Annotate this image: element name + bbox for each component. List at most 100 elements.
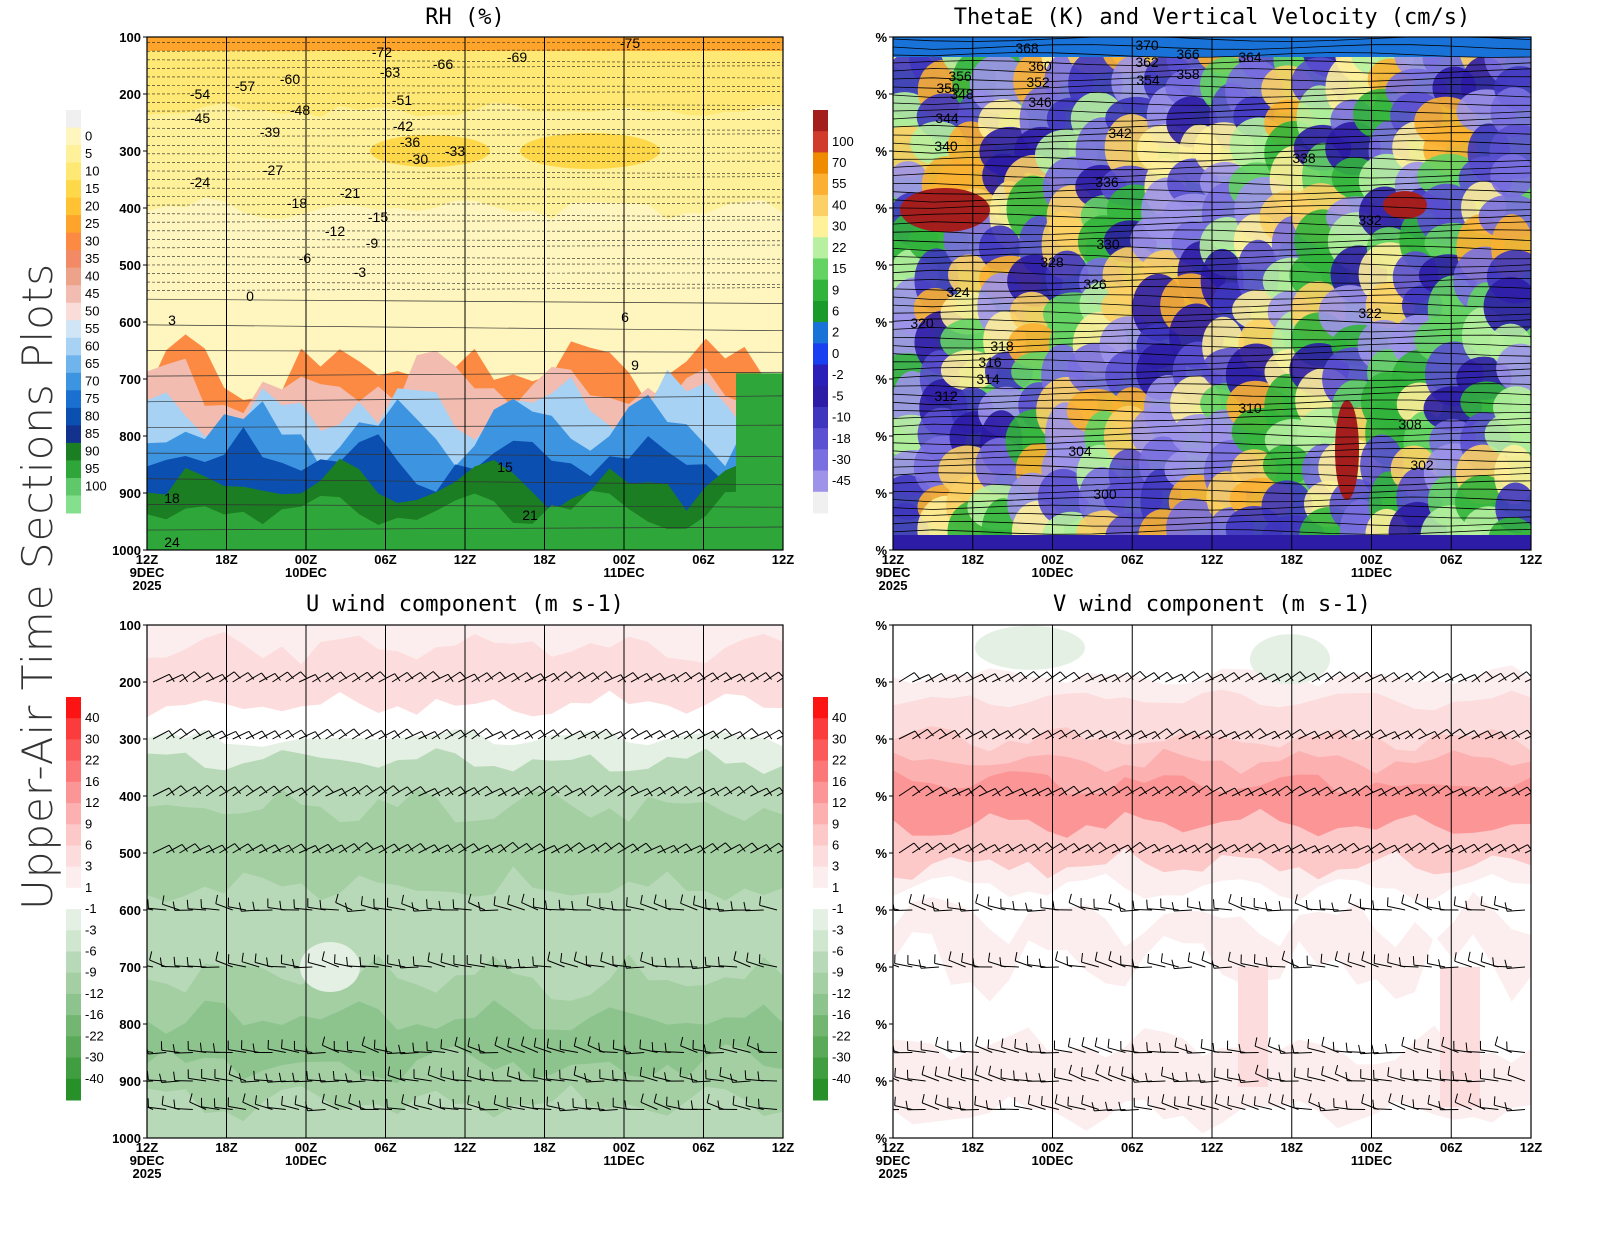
wind-barb-flag	[746, 1097, 747, 1106]
wind-barb-flag	[895, 1068, 896, 1077]
wind-barb-flag	[1308, 1068, 1309, 1077]
colorbar-label: 80	[85, 409, 99, 424]
colorbar-label: 1	[85, 880, 92, 895]
contour-label: -27	[263, 162, 283, 178]
wind-barb	[1134, 910, 1152, 911]
colorbar-label: -45	[832, 473, 851, 488]
wind-barb-flag	[374, 1040, 375, 1049]
contour-label: 300	[1093, 486, 1117, 502]
colorbar-label: -12	[85, 986, 104, 1001]
date-label: 11DEC	[1351, 565, 1393, 580]
colorbar-label: 6	[832, 837, 839, 852]
colorbar-label: 70	[85, 374, 99, 389]
contour-label: 368	[1015, 40, 1039, 56]
colorbar-label: -3	[832, 922, 844, 937]
wind-barb	[268, 966, 286, 967]
contour-label: -63	[380, 64, 400, 80]
time-tick-label: 06Z	[692, 1140, 714, 1155]
wind-barb-flag	[360, 1070, 361, 1079]
colorbar-label: 16	[832, 774, 846, 789]
wind-barb-flag	[759, 1099, 760, 1108]
contour-label: -45	[190, 110, 210, 126]
contour-label: -24	[190, 174, 210, 190]
colorbar-swatch	[66, 1015, 81, 1037]
wind-barb-flag	[1413, 956, 1414, 965]
colorbar-label: -30	[85, 1050, 104, 1065]
wind-barb-flag	[1294, 1068, 1295, 1077]
pressure-tick-label: 200	[119, 87, 141, 102]
wind-barb	[1161, 1052, 1179, 1053]
colorbar-swatch	[813, 343, 828, 365]
contour-label: 370	[1135, 37, 1159, 53]
contour-label: 354	[1136, 72, 1160, 88]
colorbar-label: -1	[832, 901, 844, 916]
colorbar-swatch	[66, 215, 81, 233]
colorbar-swatch	[66, 373, 81, 391]
pressure-tick-label: %	[875, 846, 887, 861]
colorbar-swatch	[813, 909, 828, 931]
contour-label: 338	[1292, 150, 1316, 166]
wind-barb-flag	[1414, 1039, 1415, 1048]
colorbar-swatch	[66, 697, 81, 719]
wind-barb-flag	[294, 899, 295, 908]
contour-label: 9	[631, 357, 639, 373]
wind-barb	[255, 910, 273, 911]
pressure-tick-label: 200	[119, 675, 141, 690]
colorbar-label: -1	[85, 901, 97, 916]
colorbar-label: 55	[85, 321, 99, 336]
wind-barb-flag	[254, 1071, 255, 1080]
wind-barb-flag	[228, 954, 229, 963]
pressure-tick-label: 500	[119, 846, 141, 861]
wind-barb-flag	[1215, 1068, 1216, 1077]
colorbar-swatch	[813, 407, 828, 429]
panel-title: RH (%)	[425, 5, 504, 30]
time-tick-label: 06Z	[1440, 552, 1462, 567]
colorbar-label: 2	[832, 325, 839, 340]
year-label: 2025	[133, 578, 162, 593]
time-tick-label: 12Z	[1201, 1140, 1223, 1155]
colorbar-label: 22	[832, 753, 846, 768]
pressure-tick-label: 100	[119, 618, 141, 633]
wind-barb	[894, 910, 912, 911]
wind-barb	[1001, 1109, 1019, 1110]
contour-label: 304	[1068, 443, 1092, 459]
colorbar-swatch	[813, 718, 828, 740]
wind-barb-flag	[960, 1042, 961, 1051]
colorbar-swatch	[66, 845, 81, 867]
contour-label: 18	[164, 490, 180, 506]
colorbar-label: -30	[832, 452, 851, 467]
contour-label: -42	[393, 118, 413, 134]
wind-barb-flag	[547, 1097, 548, 1106]
colorbar-label: 90	[85, 444, 99, 459]
wind-barb	[1401, 966, 1419, 967]
colorbar-swatch	[66, 390, 81, 408]
wind-barb-flag	[453, 899, 454, 908]
colorbar-swatch	[813, 280, 828, 302]
colorbar-swatch	[66, 320, 81, 338]
time-tick-label: 12Z	[1201, 552, 1223, 567]
colorbar-swatch	[66, 425, 81, 443]
colorbar-swatch	[813, 449, 828, 471]
wind-barb	[1028, 1052, 1046, 1053]
contour-label: 308	[1398, 416, 1422, 432]
pressure-tick-label: 900	[119, 486, 141, 501]
colorbar-swatch	[66, 268, 81, 286]
colorbar-swatch	[813, 782, 828, 804]
colorbar-label: 15	[85, 181, 99, 196]
colorbar-label: 60	[85, 339, 99, 354]
contour-label: -6	[299, 250, 312, 266]
wind-barb	[1374, 909, 1392, 910]
wind-barb-flag	[586, 1099, 587, 1108]
colorbar-swatch	[66, 443, 81, 461]
wind-barb-flag	[705, 957, 706, 966]
colorbar-label: -30	[832, 1050, 851, 1065]
colorbar-label: 30	[85, 233, 99, 248]
colorbar-swatch	[66, 145, 81, 163]
wind-barb-flag	[667, 1097, 668, 1106]
wind-barb-flag	[413, 956, 414, 965]
wind-barb	[1214, 1052, 1232, 1053]
colorbar-label: 100	[85, 479, 107, 494]
colorbar-label: -3	[85, 922, 97, 937]
colorbar-label: -16	[832, 1007, 851, 1022]
